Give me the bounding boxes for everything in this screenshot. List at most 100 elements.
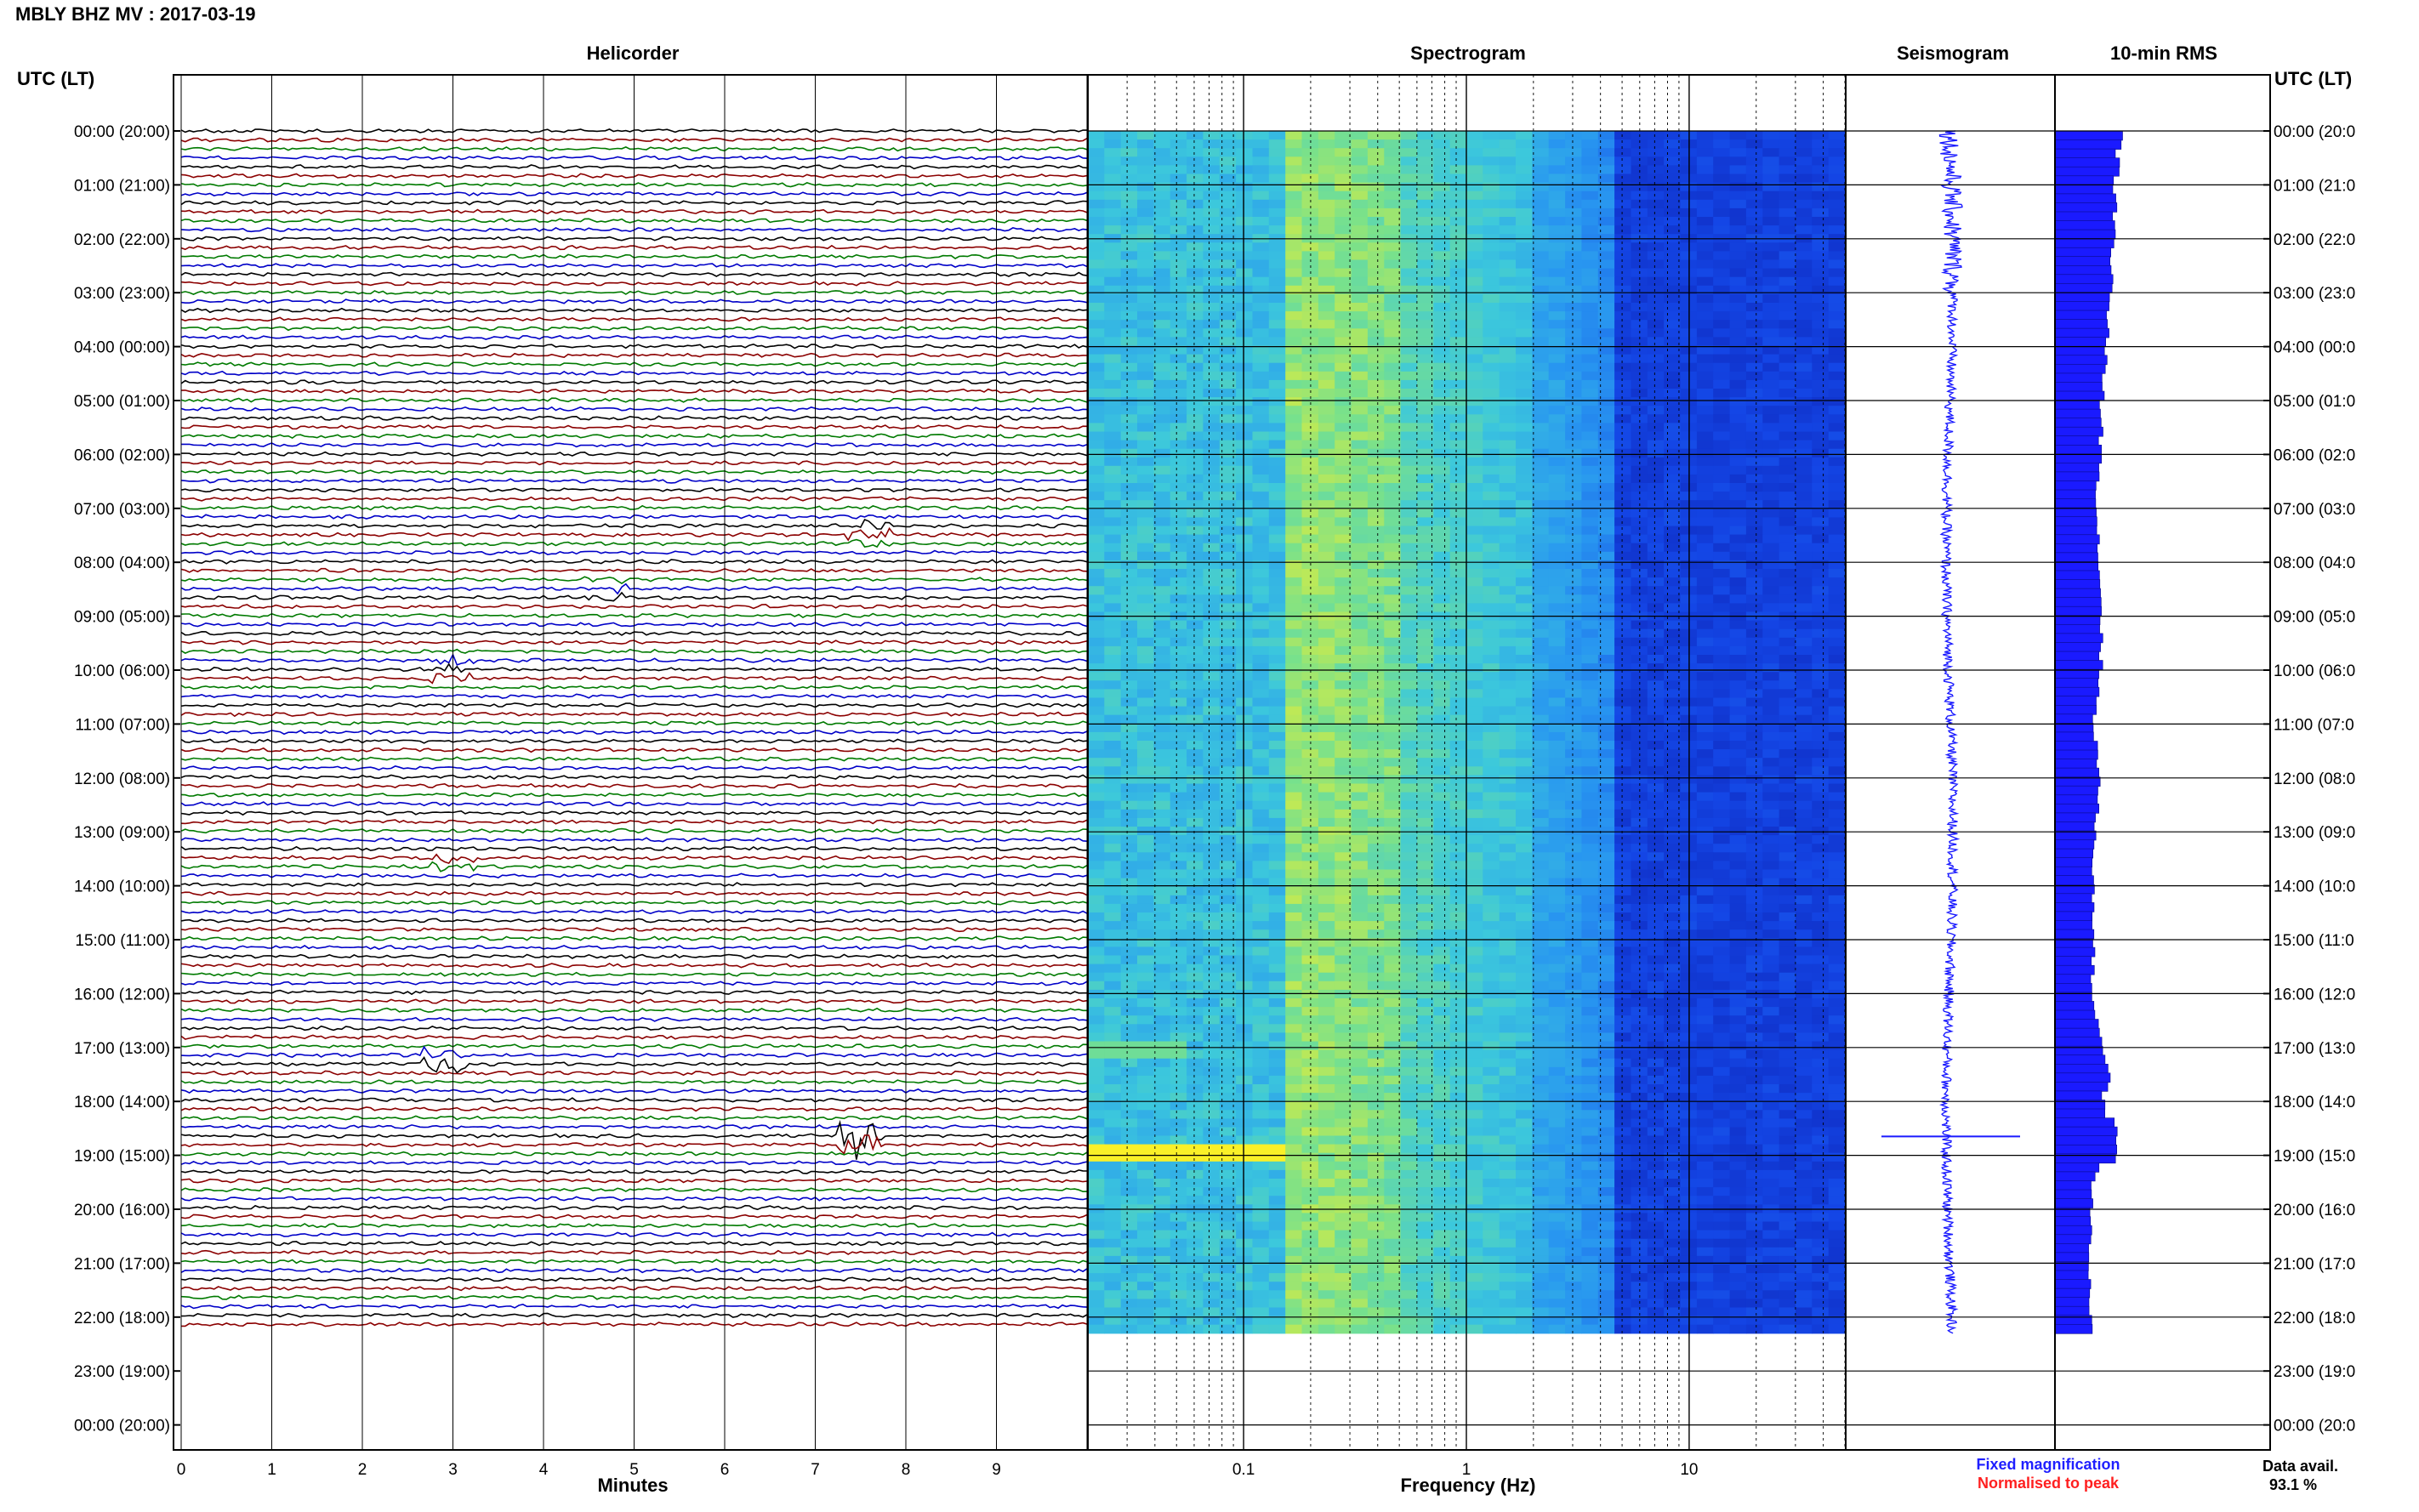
spectrogram-cell	[1088, 783, 1105, 793]
spectrogram-cell	[1088, 276, 1105, 287]
spectrogram-cell	[1417, 217, 1434, 226]
spectrogram-cell	[1318, 190, 1335, 201]
spectrogram-cell	[1614, 389, 1631, 398]
spectrogram-cell	[1729, 217, 1747, 226]
spectrogram-cell	[1318, 320, 1335, 329]
spectrogram-cell	[1120, 912, 1138, 922]
spectrogram-cell	[1433, 1015, 1451, 1025]
spectrogram-cell	[1170, 268, 1187, 278]
spectrogram-cell	[1729, 680, 1747, 690]
spectrogram-cell	[1812, 706, 1830, 716]
spectrogram-cell	[1351, 371, 1369, 381]
spectrogram-cell	[1548, 207, 1566, 218]
spectrogram-cell	[1104, 955, 1122, 965]
spectrogram-cell	[1153, 190, 1171, 201]
spectrogram-cell	[1384, 509, 1402, 518]
spectrogram-cell	[1466, 320, 1483, 329]
spectrogram-cell	[1170, 586, 1187, 595]
spectrogram-cell	[1614, 465, 1631, 475]
spectrogram-cell	[1318, 938, 1335, 947]
spectrogram-cell	[1252, 1007, 1270, 1016]
spectrogram-cell	[1762, 389, 1780, 398]
spectrogram-cell	[1301, 492, 1319, 501]
spectrogram-cell	[1762, 775, 1780, 785]
spectrogram-cell	[1318, 303, 1335, 312]
spectrogram-cell	[1713, 792, 1731, 802]
spectrogram-cell	[1137, 628, 1154, 639]
spectrogram-cell	[1268, 328, 1286, 338]
spectrogram-cell	[1614, 551, 1631, 561]
spectrogram-cell	[1828, 1032, 1845, 1043]
spectrogram-cell	[1449, 766, 1467, 776]
spectrogram-cell	[1335, 981, 1352, 991]
spectrogram-cell	[1548, 637, 1566, 647]
spectrogram-cell	[1548, 190, 1566, 201]
spectrogram-cell	[1631, 628, 1648, 639]
spectrogram-cell	[1417, 603, 1434, 613]
spectrogram-cell	[1745, 946, 1763, 957]
spectrogram-cell	[1137, 577, 1154, 587]
spectrogram-cell	[1252, 414, 1270, 423]
spectrogram-cell	[1104, 362, 1122, 372]
spectrogram-cell	[1779, 406, 1796, 415]
spectrogram-cell	[1713, 483, 1731, 492]
spectrogram-cell	[1581, 362, 1599, 372]
spectrogram-cell	[1088, 440, 1105, 450]
spectrogram-cell	[1779, 362, 1796, 372]
spectrogram-cell	[1268, 895, 1286, 905]
spectrogram-cell	[1268, 406, 1286, 415]
spectrogram-cell	[1367, 921, 1385, 930]
spectrogram-cell	[1400, 586, 1418, 595]
spectrogram-cell	[1597, 492, 1615, 501]
spectrogram-cell	[1252, 861, 1270, 871]
spectrogram-cell	[1762, 131, 1780, 140]
spectrogram-cell	[1351, 543, 1369, 553]
spectrogram-cell	[1268, 1024, 1286, 1033]
spectrogram-cell	[1466, 500, 1483, 509]
spectrogram-cell	[1236, 603, 1253, 613]
spectrogram-cell	[1285, 268, 1303, 278]
spectrogram-cell	[1745, 1024, 1763, 1033]
spectrogram-cell	[1812, 697, 1830, 708]
spectrogram-cell	[1236, 182, 1253, 192]
spectrogram-cell	[1335, 379, 1352, 389]
spectrogram-cell	[1219, 758, 1237, 767]
spectrogram-cell	[1170, 946, 1187, 957]
spectrogram-cell	[1301, 517, 1319, 527]
spectrogram-cell	[1219, 440, 1237, 450]
spectrogram-cell	[1729, 251, 1747, 261]
spectrogram-cell	[1449, 878, 1467, 888]
spectrogram-cell	[1153, 225, 1171, 235]
spectrogram-cell	[1581, 912, 1599, 922]
spectrogram-cell	[1335, 474, 1352, 484]
spectrogram-cell	[1104, 397, 1122, 406]
spectrogram-cell	[1614, 303, 1631, 312]
spectrogram-cell	[1137, 156, 1154, 166]
spectrogram-cell	[1664, 921, 1682, 930]
spectrogram-cell	[1219, 199, 1237, 209]
spectrogram-cell	[1335, 817, 1352, 827]
spectrogram-cell	[1137, 706, 1154, 716]
spectrogram-cell	[1219, 981, 1237, 991]
spectrogram-cell	[1088, 165, 1105, 175]
spectrogram-cell	[1466, 731, 1483, 742]
spectrogram-cell	[1449, 1007, 1467, 1016]
spectrogram-cell	[1088, 775, 1105, 785]
spectrogram-cell	[1351, 551, 1369, 561]
spectrogram-cell	[1565, 783, 1582, 793]
spectrogram-cell	[1400, 259, 1418, 270]
spectrogram-cell	[1466, 800, 1483, 810]
spectrogram-cell	[1762, 337, 1780, 347]
spectrogram-cell	[1400, 285, 1418, 295]
spectrogram-cell	[1367, 517, 1385, 527]
spectrogram-cell	[1499, 844, 1517, 853]
spectrogram-cell	[1120, 354, 1138, 364]
spectrogram-cell	[1433, 448, 1451, 458]
spectrogram-cell	[1433, 217, 1451, 226]
spectrogram-cell	[1729, 895, 1747, 905]
spectrogram-cell	[1351, 389, 1369, 398]
spectrogram-cell	[1499, 680, 1517, 690]
spectrogram-cell	[1318, 903, 1335, 913]
spectrogram-cell	[1301, 139, 1319, 149]
spectrogram-cell	[1779, 328, 1796, 338]
